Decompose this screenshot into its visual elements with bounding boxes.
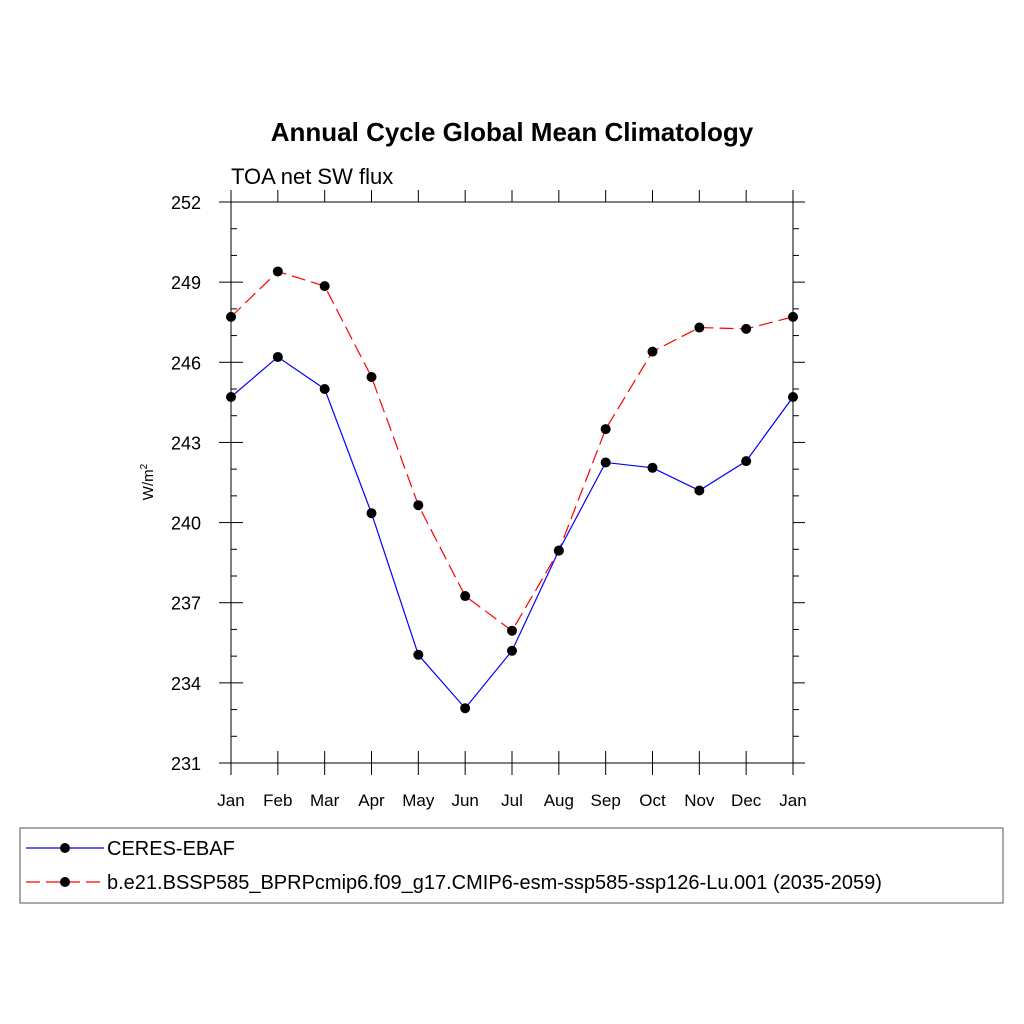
y-tick-label: 234 xyxy=(171,674,201,694)
legend-marker xyxy=(60,843,70,853)
y-axis-label: W/m2 xyxy=(139,463,157,500)
series-point xyxy=(226,311,236,322)
x-tick-label: Apr xyxy=(358,791,385,810)
legend-label: CERES-EBAF xyxy=(107,838,235,860)
series-point xyxy=(226,392,236,403)
series-point xyxy=(366,508,377,519)
x-tick-label: Sep xyxy=(591,791,621,810)
series-point xyxy=(553,545,564,556)
series-point xyxy=(647,346,658,357)
series-point xyxy=(741,456,752,467)
series-point xyxy=(507,625,517,636)
x-tick-label: Aug xyxy=(544,791,574,810)
series-point xyxy=(741,323,752,334)
series-point xyxy=(600,424,611,435)
chart-title: Annual Cycle Global Mean Climatology xyxy=(271,117,754,147)
y-tick-label: 231 xyxy=(171,754,201,774)
x-tick-label: May xyxy=(402,791,435,810)
series-layer xyxy=(226,266,798,714)
x-tick-label: Jul xyxy=(501,791,523,810)
series-point xyxy=(788,311,798,322)
plot-border xyxy=(230,201,794,764)
series-point xyxy=(600,457,611,468)
series-point xyxy=(694,485,705,496)
series-point xyxy=(460,703,471,714)
chart-subtitle: TOA net SW flux xyxy=(231,164,393,189)
y-axis-label-superscript: 2 xyxy=(139,463,150,469)
x-tick-label: Dec xyxy=(731,791,762,810)
y-tick-label: 237 xyxy=(171,594,201,614)
series-point xyxy=(366,371,377,382)
legend: CERES-EBAF b.e21.BSSP585_BPRPcmip6.f09_g1… xyxy=(19,827,1004,904)
legend-marker xyxy=(60,877,70,887)
series-point xyxy=(647,462,658,473)
series-point xyxy=(272,351,283,362)
x-tick-label: Feb xyxy=(263,791,292,810)
y-tick-label: 249 xyxy=(171,273,201,293)
series-point xyxy=(319,384,330,394)
series-point xyxy=(272,266,283,277)
y-axis: 231 234 237 240 243 246 249 252 xyxy=(171,193,805,774)
y-tick-label: 246 xyxy=(171,353,201,373)
y-tick-label: 243 xyxy=(171,433,201,453)
series-point xyxy=(413,500,424,511)
legend-label: b.e21.BSSP585_BPRPcmip6.f09_g17.CMIP6-es… xyxy=(107,872,882,894)
y-tick-label: 240 xyxy=(171,514,201,534)
series-point xyxy=(694,322,705,333)
series-point xyxy=(507,645,517,656)
y-tick-label: 252 xyxy=(171,193,201,213)
y-axis-label-text: W/m xyxy=(140,469,157,500)
x-tick-label: Jan xyxy=(217,791,244,810)
x-tick-label: Nov xyxy=(684,791,715,810)
legend-box xyxy=(19,827,1004,904)
x-tick-label: Jan xyxy=(779,791,806,810)
series-point xyxy=(460,591,471,602)
series-point xyxy=(319,281,330,292)
series-line xyxy=(230,270,794,632)
series-point xyxy=(413,649,424,660)
x-tick-label: Jun xyxy=(451,791,478,810)
series-point xyxy=(788,392,798,403)
plot-frame xyxy=(230,201,794,764)
x-tick-label: Oct xyxy=(639,791,666,810)
x-axis: Jan Feb Mar Apr May Jun Jul Aug Sep Oct Nov Dec Jan xyxy=(217,190,807,810)
x-tick-label: Mar xyxy=(310,791,340,810)
